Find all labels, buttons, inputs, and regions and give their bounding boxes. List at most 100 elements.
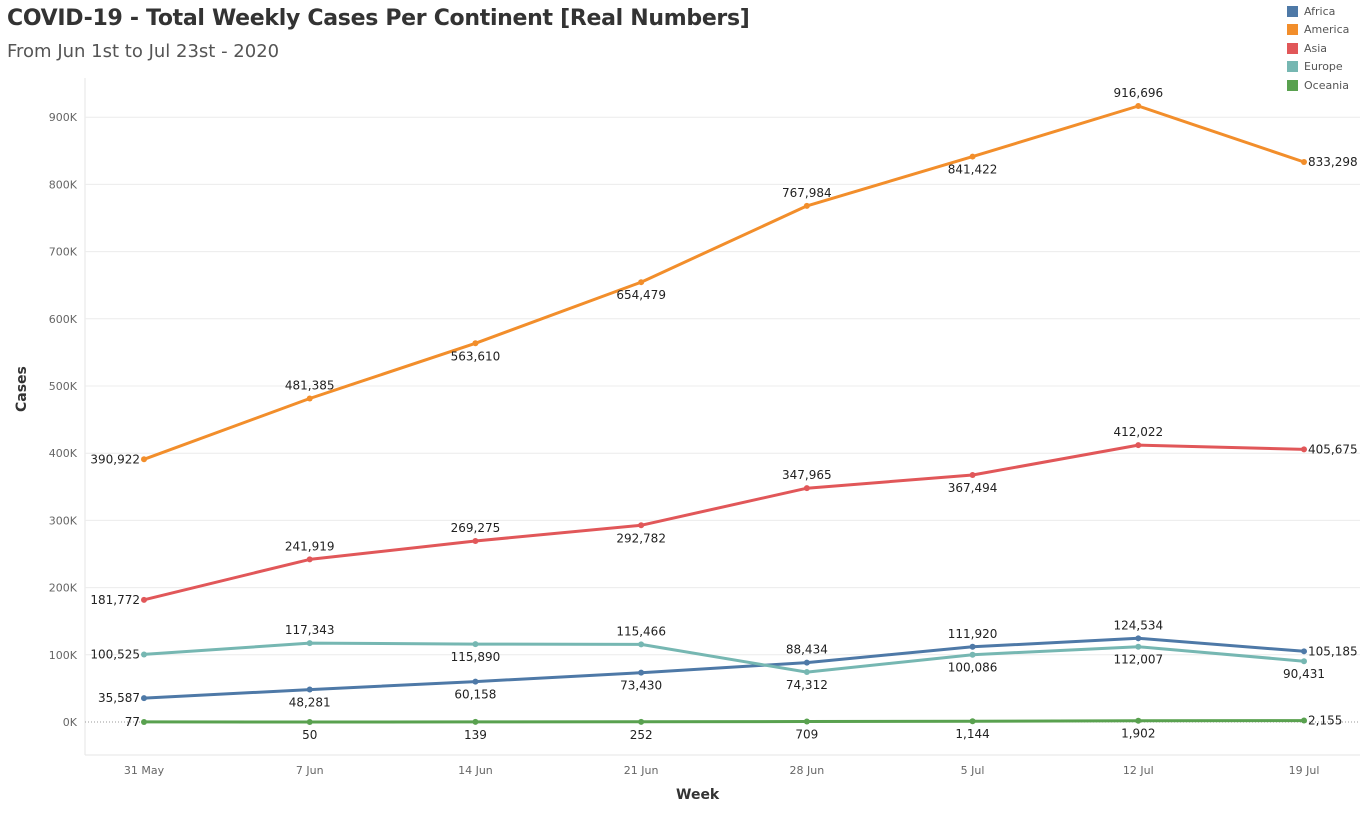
legend-swatch-america: [1287, 24, 1298, 36]
legend-item-africa[interactable]: Africa: [1287, 2, 1349, 21]
y-tick-label: 700K: [49, 246, 78, 259]
data-point-oceania: [472, 718, 479, 725]
data-label-asia: 347,965: [782, 468, 832, 482]
series-lines: [141, 102, 1307, 725]
data-label-europe: 117,343: [285, 623, 335, 637]
data-label-asia: 292,782: [616, 531, 666, 545]
data-label-europe: 112,007: [1113, 653, 1163, 667]
legend-swatch-europe: [1287, 61, 1298, 73]
series-line-asia: [142, 443, 1306, 602]
data-point-africa: [969, 643, 976, 650]
data-point-europe: [306, 640, 313, 647]
data-point-america: [803, 202, 810, 209]
data-label-oceania: 709: [795, 728, 818, 742]
data-label-africa: 60,158: [454, 688, 496, 702]
data-point-asia: [1301, 446, 1307, 453]
y-tick-label: 900K: [49, 111, 78, 124]
data-point-europe: [803, 669, 810, 676]
data-label-europe: 115,890: [451, 650, 501, 664]
legend-swatch-africa: [1287, 5, 1298, 17]
data-label-america: 481,385: [285, 379, 335, 393]
legend-label-africa: Africa: [1304, 4, 1336, 18]
data-point-oceania: [1301, 717, 1307, 724]
data-point-africa: [638, 669, 645, 676]
chart-subtitle: From Jun 1st to Jul 23st - 2020: [7, 41, 280, 62]
y-tick-label: 300K: [49, 514, 78, 527]
x-tick-label: 28 Jun: [790, 764, 825, 777]
data-label-europe: 100,525: [90, 647, 140, 661]
data-point-asia: [472, 538, 479, 545]
data-label-america: 390,922: [90, 452, 140, 466]
data-point-asia: [803, 485, 810, 492]
data-point-oceania: [803, 718, 810, 725]
legend-label-america: America: [1304, 23, 1350, 37]
data-label-asia: 412,022: [1113, 425, 1163, 439]
data-label-europe: 115,466: [616, 624, 666, 638]
data-point-oceania: [141, 718, 147, 725]
series-line-america: [142, 104, 1306, 461]
data-label-europe: 74,312: [786, 678, 828, 692]
x-tick-label: 12 Jul: [1123, 764, 1154, 777]
data-label-oceania: 2,155: [1308, 714, 1342, 728]
data-point-europe: [472, 641, 479, 648]
data-label-america: 841,422: [948, 163, 998, 177]
legend-item-oceania[interactable]: Oceania: [1287, 76, 1349, 95]
data-label-oceania: 139: [464, 728, 487, 742]
data-point-america: [1301, 159, 1307, 166]
data-label-africa: 111,920: [948, 627, 998, 641]
legend-item-europe[interactable]: Europe: [1287, 58, 1349, 77]
data-point-america: [638, 279, 645, 286]
data-label-europe: 100,086: [948, 661, 998, 675]
data-label-america: 563,610: [451, 349, 501, 363]
data-label-america: 767,984: [782, 186, 832, 200]
legend-label-asia: Asia: [1304, 41, 1328, 55]
y-tick-label: 500K: [49, 380, 78, 393]
data-label-africa: 73,430: [620, 679, 662, 693]
y-axis-label: Cases: [14, 366, 30, 412]
data-label-asia: 181,772: [90, 593, 140, 607]
data-point-europe: [638, 641, 645, 648]
chart-title: COVID-19 - Total Weekly Cases Per Contin…: [7, 6, 750, 31]
legend-swatch-oceania: [1287, 79, 1298, 91]
data-point-america: [472, 340, 479, 347]
data-point-oceania: [638, 718, 645, 725]
data-point-africa: [472, 678, 479, 685]
series-line-europe: [142, 641, 1306, 674]
data-point-africa: [1135, 635, 1142, 642]
legend-label-europe: Europe: [1304, 60, 1343, 74]
y-axis-ticks: 0K 100K 200K 300K 400K 500K 600K 700K 800K 900K: [49, 111, 78, 729]
y-tick-label: 800K: [49, 178, 78, 191]
gridlines: [84, 78, 1360, 756]
data-label-oceania: 1,902: [1121, 727, 1155, 741]
y-tick-label: 100K: [49, 649, 78, 662]
data-label-america: 916,696: [1113, 86, 1163, 100]
data-label-asia: 405,675: [1308, 442, 1358, 456]
y-tick-label: 200K: [49, 582, 78, 595]
data-point-europe: [1301, 658, 1307, 665]
legend-item-asia[interactable]: Asia: [1287, 39, 1349, 58]
legend-item-america[interactable]: America: [1287, 21, 1349, 40]
data-label-asia: 367,494: [948, 481, 998, 495]
data-label-africa: 88,434: [786, 643, 828, 657]
data-label-asia: 269,275: [451, 521, 501, 535]
data-label-africa: 35,587: [98, 691, 140, 705]
legend-swatch-asia: [1287, 42, 1298, 54]
data-label-america: 654,479: [616, 288, 666, 302]
data-point-africa: [141, 695, 147, 702]
data-label-africa: 48,281: [289, 696, 331, 710]
data-point-africa: [1301, 648, 1307, 655]
x-tick-label: 7 Jun: [296, 764, 324, 777]
data-point-europe: [141, 651, 147, 658]
data-point-europe: [969, 651, 976, 658]
data-point-oceania: [969, 718, 976, 725]
data-point-oceania: [1135, 717, 1142, 724]
legend: Africa America Asia Europe Oceania: [1287, 2, 1349, 95]
x-tick-label: 19 Jul: [1289, 764, 1320, 777]
data-label-europe: 90,431: [1283, 667, 1325, 681]
data-label-asia: 241,919: [285, 539, 335, 553]
data-label-america: 833,298: [1308, 155, 1358, 169]
data-point-asia: [141, 596, 147, 603]
data-point-europe: [1135, 643, 1142, 650]
x-axis-ticks: 31 May 7 Jun 14 Jun 21 Jun 28 Jun 5 Jul 12 Jul…: [124, 764, 1320, 777]
